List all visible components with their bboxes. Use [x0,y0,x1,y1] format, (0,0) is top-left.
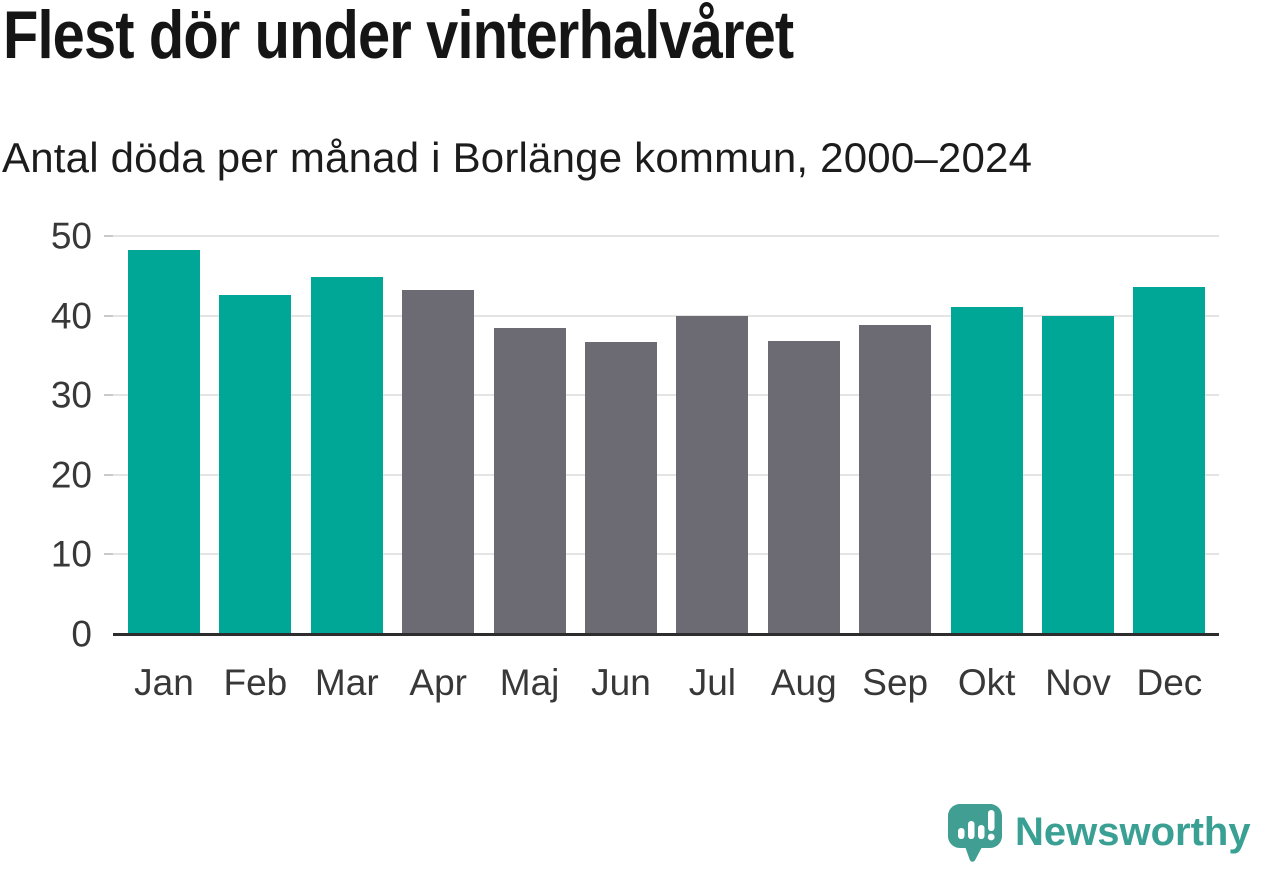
bar-jan [128,250,200,634]
chart-subtitle: Antal döda per månad i Borlänge kommun, … [2,134,1033,181]
y-label-50: 50 [50,215,92,257]
y-label-40: 40 [50,295,92,337]
bar-aug [767,341,840,634]
newsworthy-logo: Newsworthy [948,804,1251,866]
bar-mar [310,276,383,634]
y-tick-30 [104,394,113,397]
x-label-sep: Sep [862,662,929,703]
bar-jul [676,316,749,634]
chart-title: Flest dör under vinterhalvåret [3,0,794,73]
x-label-jul: Jul [688,662,737,703]
x-label-dec: Dec [1136,662,1203,703]
gridline-10 [113,553,1219,556]
x-label-nov: Nov [1045,662,1111,703]
gridline-30 [113,394,1219,397]
bar-feb [219,294,292,634]
x-label-apr: Apr [409,662,467,703]
x-label-aug: Aug [770,662,837,703]
bar-apr [402,290,475,634]
y-tick-40 [104,314,113,317]
y-label-30: 30 [50,374,92,416]
gridline-40 [113,314,1219,317]
bar-nov [1042,316,1114,634]
x-label-jun: Jun [591,662,651,703]
x-label-jan: Jan [134,662,194,703]
bar-maj [493,328,566,634]
newsworthy-logo-text: Newsworthy [1015,810,1251,854]
y-label-20: 20 [50,454,92,496]
y-label-0: 0 [71,613,92,655]
y-tick-10 [104,553,113,556]
x-label-feb: Feb [223,662,288,703]
y-tick-50 [104,235,113,237]
newsworthy-speech-bubble-icon [948,804,1002,862]
x-label-okt: Okt [957,662,1016,703]
bar-jun [585,341,657,634]
y-label-10: 10 [50,533,92,575]
bar-sep [859,325,932,634]
x-axis-line [113,633,1219,636]
gridline-50 [113,235,1219,237]
y-tick-20 [104,473,113,476]
bar-okt [950,306,1023,634]
x-label-mar: Mar [314,662,379,703]
bar-dec [1133,286,1206,634]
gridline-20 [113,473,1219,476]
x-label-maj: Maj [499,662,560,703]
